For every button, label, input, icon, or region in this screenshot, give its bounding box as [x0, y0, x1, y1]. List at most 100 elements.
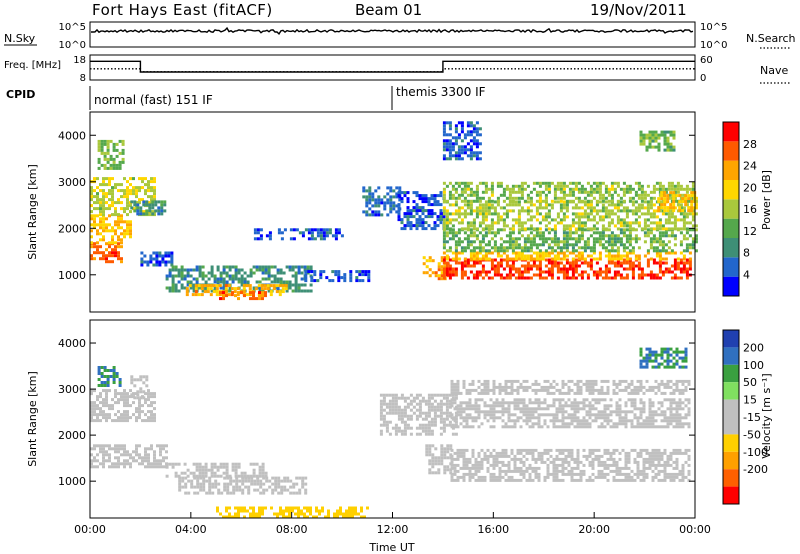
heatmap-cell: [439, 432, 443, 436]
heatmap-cell: [559, 196, 563, 200]
heatmap-cell: [103, 139, 107, 143]
heatmap-cell: [472, 246, 476, 250]
heatmap-cell: [481, 212, 485, 216]
heatmap-cell: [516, 404, 520, 408]
heatmap-cell: [406, 396, 410, 400]
heatmap-cell: [679, 270, 683, 274]
heatmap-cell: [684, 197, 688, 201]
heatmap-cell: [397, 396, 401, 400]
heatmap-cell: [466, 181, 470, 185]
heatmap-cell: [492, 419, 496, 423]
heatmap-cell: [570, 457, 574, 461]
heatmap-cell: [192, 289, 196, 293]
heatmap-cell: [484, 234, 488, 238]
heatmap-cell: [216, 280, 220, 284]
heatmap-cell: [201, 277, 205, 281]
heatmap-cell: [685, 215, 689, 219]
heatmap-cell: [228, 506, 231, 510]
heatmap-cell: [99, 217, 102, 221]
heatmap-cell: [167, 254, 171, 258]
heatmap-cell: [463, 203, 467, 207]
heatmap-cell: [121, 142, 125, 146]
heatmap-cell: [281, 287, 285, 291]
heatmap-cell: [443, 468, 447, 472]
heatmap-cell: [466, 184, 470, 188]
heatmap-cell: [450, 448, 454, 452]
heatmap-cell: [526, 200, 530, 204]
heatmap-cell: [553, 227, 557, 231]
heatmap-cell: [486, 448, 490, 452]
heatmap-cell: [676, 203, 680, 207]
heatmap-cell: [439, 411, 443, 415]
heatmap-cell: [437, 456, 441, 460]
heatmap-cell: [465, 416, 469, 420]
heatmap-cell: [640, 267, 644, 271]
heatmap-cell: [624, 463, 628, 467]
heatmap-cell: [114, 207, 117, 211]
heatmap-cell: [522, 413, 526, 417]
heatmap-cell: [633, 457, 637, 461]
heatmap-cell: [682, 187, 686, 191]
heatmap-cell: [462, 416, 466, 420]
heatmap-cell: [562, 206, 566, 210]
heatmap-cell: [489, 413, 493, 417]
heatmap-cell: [445, 199, 449, 203]
heatmap-cell: [463, 227, 467, 231]
heatmap-cell: [165, 456, 168, 460]
heatmap-cell: [580, 184, 584, 188]
heatmap-cell: [681, 469, 685, 473]
heatmap-cell: [264, 268, 268, 272]
heatmap-cell: [558, 419, 562, 423]
heatmap-cell: [538, 231, 542, 235]
heatmap-cell: [442, 218, 446, 222]
heatmap-cell: [582, 404, 586, 408]
heatmap-cell: [383, 204, 387, 208]
heatmap-cell: [348, 509, 351, 513]
heatmap-cell: [616, 261, 620, 265]
heatmap-cell: [537, 413, 541, 417]
heatmap-cell: [237, 297, 240, 301]
heatmap-cell: [141, 180, 144, 184]
heatmap-cell: [561, 425, 565, 429]
heatmap-cell: [613, 257, 617, 261]
heatmap-cell: [568, 261, 572, 265]
heatmap-cell: [427, 402, 431, 406]
heatmap-cell: [553, 196, 557, 200]
heatmap-cell: [541, 199, 545, 203]
heatmap-cell: [397, 411, 401, 415]
heatmap-cell: [274, 485, 278, 489]
heatmap-cell: [472, 218, 476, 222]
heatmap-cell: [442, 181, 446, 185]
heatmap-cell: [670, 181, 674, 185]
heatmap-cell: [601, 218, 605, 222]
heatmap-cell: [673, 234, 677, 238]
heatmap-cell: [538, 243, 542, 247]
heatmap-cell: [472, 130, 476, 134]
heatmap-cell: [193, 491, 197, 495]
heatmap-cell: [595, 227, 599, 231]
heatmap-cell: [480, 460, 484, 464]
heatmap-cell: [150, 413, 153, 417]
heatmap-cell: [507, 401, 511, 405]
heatmap-cell: [388, 411, 392, 415]
heatmap-cell: [223, 485, 227, 489]
heatmap-cell: [117, 189, 120, 193]
heatmap-cell: [564, 457, 568, 461]
heatmap-cell: [477, 404, 481, 408]
heatmap-cell: [462, 454, 466, 458]
heatmap-cell: [457, 154, 461, 158]
heatmap-cell: [604, 254, 608, 258]
heatmap-cell: [634, 181, 638, 185]
heatmap-cell: [592, 206, 596, 210]
heatmap-cell: [185, 290, 189, 294]
heatmap-cell: [425, 271, 429, 275]
heatmap-cell: [496, 215, 500, 219]
heatmap-cell: [573, 413, 577, 417]
heatmap-cell: [681, 478, 685, 482]
heatmap-cell: [237, 271, 241, 275]
heatmap-cell: [126, 180, 129, 184]
heatmap-cell: [529, 224, 533, 228]
heatmap-cell: [655, 240, 659, 244]
heatmap-cell: [675, 448, 679, 452]
heatmap-cell: [229, 479, 233, 483]
